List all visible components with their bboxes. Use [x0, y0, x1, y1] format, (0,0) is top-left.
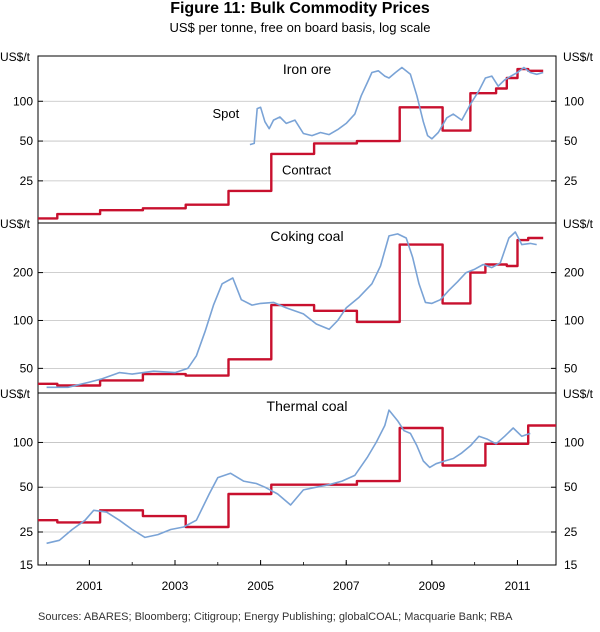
annotation-contract: Contract [282, 162, 332, 177]
figure-title: Figure 11: Bulk Commodity Prices [170, 0, 430, 17]
x-tick-label: 2005 [247, 579, 274, 593]
x-tick-label: 2009 [418, 579, 445, 593]
x-tick-label: 2003 [162, 579, 189, 593]
y-tick-label-left: 100 [13, 313, 33, 327]
y-tick-label-right: 100 [564, 313, 584, 327]
y-unit-label-left: US$/t [0, 387, 31, 401]
y-tick-label-left: 25 [20, 174, 34, 188]
y-unit-label-right: US$/t [563, 387, 594, 401]
y-unit-label-right: US$/t [563, 50, 594, 64]
panel-title: Coking coal [270, 228, 343, 244]
series-contract-2 [38, 424, 556, 529]
panel-0: 25 25 50 50 100 100 US$/t US$/t Iron ore Spot Cont… [0, 50, 594, 224]
y-tick-label-left: 100 [13, 94, 33, 108]
y-unit-label-left: US$/t [0, 217, 31, 231]
series-spot-0 [249, 66, 544, 146]
y-tick-label-right: 50 [564, 361, 578, 375]
series-contract-1 [38, 236, 544, 387]
y-tick-label-right: 50 [564, 480, 578, 494]
x-tick-label: 2011 [505, 579, 531, 593]
panels-layer: 25 25 50 50 100 100 US$/t US$/t Iron ore Spot Cont… [0, 50, 594, 572]
y-tick-label-left: 50 [20, 134, 34, 148]
figure-subtitle: US$ per tonne, free on board basis, log … [169, 20, 431, 35]
annotation-spot: Spot [212, 106, 239, 121]
series-contract-0 [38, 67, 544, 220]
panel-1: 50 50 100 100 200 200 US$/t US$/t Coking coal [0, 217, 594, 394]
y-tick-label-left: 25 [20, 525, 34, 539]
y-tick-label-left: 100 [13, 435, 33, 449]
figure-source: Sources: ABARES; Bloomberg; Citigroup; E… [38, 611, 513, 623]
panel-title: Iron ore [283, 61, 331, 77]
y-tick-label-right: 100 [564, 94, 584, 108]
y-tick-label-left: 200 [13, 266, 33, 280]
y-tick-label-right: 50 [564, 134, 578, 148]
panel-title: Thermal coal [267, 398, 348, 414]
x-tick-label: 2007 [333, 579, 360, 593]
panel-frame [37, 55, 557, 224]
panel-frame [37, 392, 557, 566]
x-tick-label: 2001 [76, 579, 103, 593]
y-tick-label-right: 25 [564, 174, 578, 188]
panel-frame [37, 222, 557, 394]
y-tick-label-left: 50 [20, 480, 34, 494]
y-tick-label-left: 15 [20, 558, 34, 572]
panel-2: 15 15 25 25 50 50 100 100 US$/t US$/t Thermal coal [0, 387, 594, 572]
series-spot-1 [46, 231, 537, 389]
y-unit-label-right: US$/t [563, 217, 594, 231]
x-axis: 2001 2003 2005 2007 2009 2011 [46, 560, 531, 593]
y-tick-label-right: 15 [564, 558, 578, 572]
y-tick-label-right: 200 [564, 266, 584, 280]
y-tick-label-right: 100 [564, 435, 584, 449]
y-tick-label-right: 25 [564, 525, 578, 539]
series-spot-2 [46, 409, 531, 545]
y-tick-label-left: 50 [20, 361, 34, 375]
y-unit-label-left: US$/t [0, 50, 31, 64]
